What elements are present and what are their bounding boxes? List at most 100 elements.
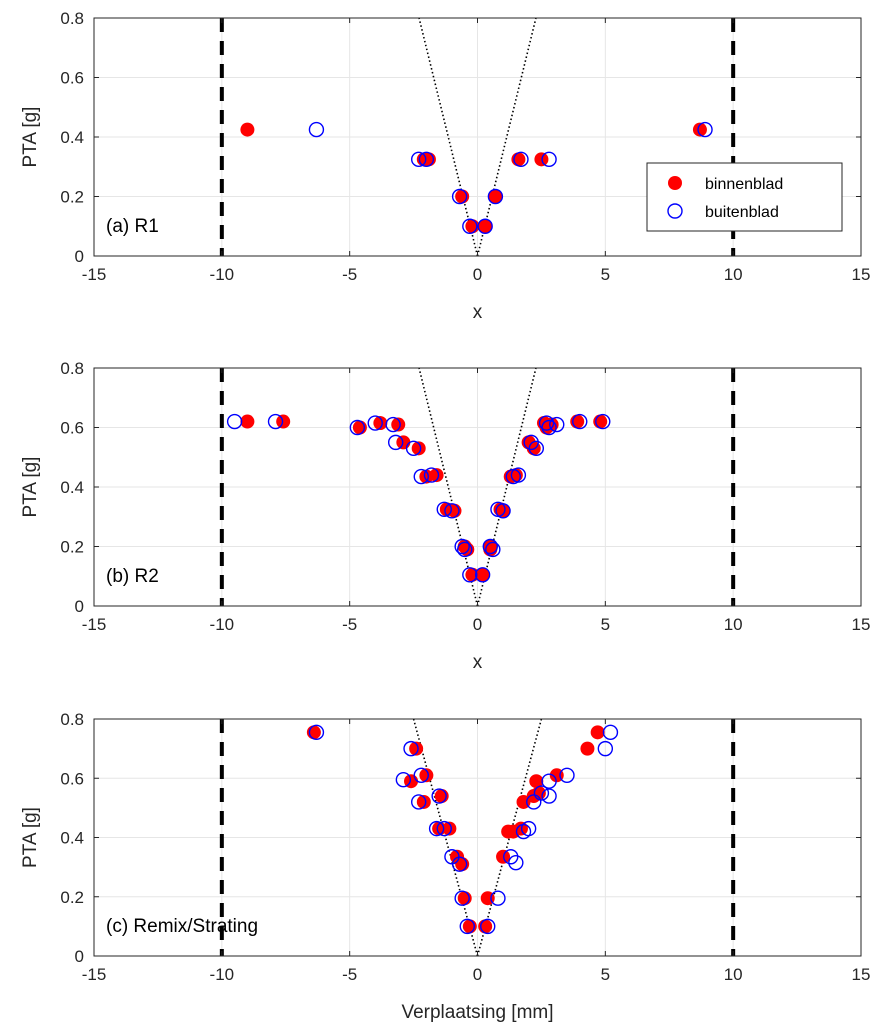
y-tick-label: 0.4 (60, 478, 84, 497)
data-point-buitenblad (308, 724, 325, 741)
legend-marker-buitenblad (667, 203, 683, 219)
data-point-buitenblad (474, 567, 491, 583)
x-tick-label: 10 (724, 965, 743, 984)
x-tick-label: -5 (342, 265, 357, 284)
x-tick-label: -15 (82, 265, 107, 284)
data-point-binnenblad (409, 741, 424, 756)
x-tick-label: 15 (852, 265, 871, 284)
trend-line (418, 367, 479, 607)
y-tick-label: 0.8 (60, 359, 84, 378)
x-tick-label: -5 (342, 615, 357, 634)
data-point-buitenblad (436, 501, 452, 518)
data-point-buitenblad (513, 151, 529, 168)
data-point-binnenblad (692, 122, 707, 137)
x-tick-label: -10 (210, 265, 235, 284)
data-point-buitenblad (490, 890, 506, 906)
data-point-binnenblad (496, 503, 511, 518)
limit-lines-a (219, 18, 736, 256)
data-point-binnenblad (529, 774, 544, 789)
data-point-buitenblad (549, 416, 565, 433)
data-point-buitenblad (503, 849, 519, 865)
legend: binnenblad buitenblad (646, 162, 843, 232)
data-point-buitenblad (595, 413, 611, 430)
x-tick-label: 10 (724, 265, 743, 284)
data-point-buitenblad (454, 538, 470, 555)
trend-line (418, 17, 479, 257)
data-point-buitenblad (367, 415, 383, 431)
x-ticks-c: -15 -10 -5 0 5 10 15 (82, 719, 870, 984)
legend-marker-binnenblad (668, 176, 682, 190)
data-point-buitenblad (308, 121, 325, 138)
data-point-buitenblad (559, 767, 575, 783)
y-axis-label-c: PTA [g] (20, 807, 41, 868)
x-tick-label: 5 (601, 265, 610, 284)
data-point-buitenblad (697, 121, 713, 138)
panel-label-c: (c) Remix/Strating (106, 916, 258, 937)
data-point-buitenblad (226, 413, 243, 430)
y-tick-label: 0.8 (60, 710, 84, 729)
data-point-buitenblad (451, 188, 468, 205)
trend-line (476, 367, 537, 607)
data-point-binnenblad (416, 794, 431, 809)
y-tick-label: 0.6 (60, 69, 84, 88)
data-point-buitenblad (403, 740, 419, 757)
data-point-buitenblad (533, 785, 550, 801)
data-point-buitenblad (541, 788, 557, 804)
data-point-buitenblad (387, 434, 404, 451)
data-point-buitenblad (487, 188, 504, 205)
trend-lines-b (418, 367, 537, 607)
data-point-buitenblad (462, 567, 478, 583)
data-point-buitenblad (538, 415, 555, 431)
x-tick-label: 0 (473, 265, 482, 284)
data-point-binnenblad (411, 441, 426, 456)
x-tick-label: 15 (852, 615, 871, 634)
legend-label-buitenblad: buitenblad (705, 204, 779, 221)
legend-box (646, 162, 843, 232)
data-point-binnenblad (442, 821, 457, 836)
x-tick-label: -15 (82, 965, 107, 984)
trend-line (476, 718, 543, 957)
panel-b: -15 -10 -5 0 5 10 15 0 0.2 0.4 0.6 0.8 x PTA [g] (… (20, 359, 870, 673)
data-point-buitenblad (572, 413, 588, 430)
y-tick-label: 0.2 (60, 188, 84, 207)
data-point-binnenblad (391, 417, 406, 432)
data-point-binnenblad (429, 468, 444, 483)
data-point-buitenblad (410, 151, 427, 168)
limit-lines-c (219, 719, 736, 956)
y-tick-label: 0.2 (60, 888, 84, 907)
data-point-buitenblad (508, 854, 524, 871)
x-axis-label-c: Verplaatsing [mm] (401, 1002, 553, 1023)
panel-label-b: (b) R2 (106, 566, 159, 587)
data-point-buitenblad (477, 218, 493, 234)
points-c (306, 724, 619, 935)
data-point-buitenblad (405, 440, 422, 457)
y-tick-label: 0 (75, 947, 84, 966)
trend-line (476, 17, 537, 257)
data-point-buitenblad (410, 794, 427, 810)
y-ticks-a: 0 0.2 0.4 0.6 0.8 (60, 9, 861, 266)
data-point-buitenblad (349, 419, 366, 436)
x-tick-label: 5 (601, 615, 610, 634)
data-point-buitenblad (597, 740, 614, 757)
data-point-binnenblad (488, 189, 503, 204)
data-point-buitenblad (418, 151, 435, 168)
y-tick-label: 0.6 (60, 769, 84, 788)
data-point-buitenblad (413, 767, 429, 783)
panel-label-a: (a) R1 (106, 216, 159, 237)
x-tick-label: 0 (473, 615, 482, 634)
data-point-buitenblad (444, 503, 460, 519)
data-point-buitenblad (480, 918, 496, 935)
data-point-buitenblad (423, 467, 440, 483)
y-tick-label: 0 (75, 247, 84, 266)
data-point-buitenblad (457, 541, 473, 558)
data-point-buitenblad (485, 541, 501, 558)
data-point-buitenblad (267, 413, 284, 430)
data-point-binnenblad (419, 768, 434, 783)
y-axis-label-a: PTA [g] (20, 107, 41, 168)
x-tick-label: 10 (724, 615, 743, 634)
data-point-buitenblad (385, 416, 401, 433)
data-point-buitenblad (541, 773, 557, 789)
y-ticks-c: 0 0.2 0.4 0.6 0.8 (60, 710, 861, 966)
x-tick-label: -5 (342, 965, 357, 984)
data-point-buitenblad (395, 772, 412, 788)
